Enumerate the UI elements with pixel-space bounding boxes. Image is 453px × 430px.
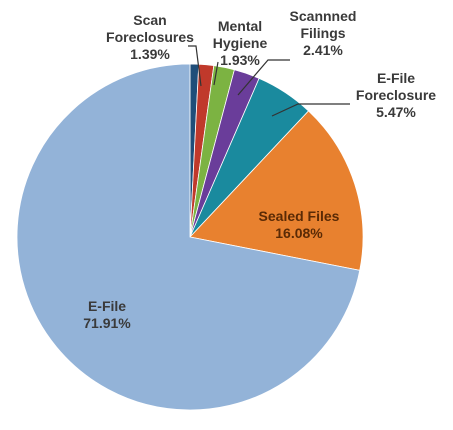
slice-label: Mental Hygiene 1.93%	[200, 18, 280, 69]
value-label: 1.39%	[130, 46, 170, 62]
slice-label: Scannned Filings 2.41%	[280, 8, 366, 59]
slice-label: Sealed Files 16.08%	[244, 208, 354, 242]
category-label: Scan Foreclosures	[106, 12, 194, 45]
value-label: 2.41%	[303, 42, 343, 58]
category-label: Scannned Filings	[289, 8, 357, 41]
leader-line	[271, 103, 350, 117]
value-label: 5.47%	[376, 104, 416, 120]
leader-line	[188, 45, 202, 87]
leader-line	[213, 61, 219, 86]
leader-lines	[188, 45, 350, 117]
value-label: 1.93%	[220, 52, 260, 68]
pie-slice	[16, 63, 361, 411]
slice-label: E-File Foreclosure 5.47%	[350, 70, 442, 121]
value-label: 16.08%	[275, 225, 323, 241]
slice-label: E-File 71.91%	[62, 298, 152, 332]
category-label: E-File Foreclosure	[355, 70, 437, 103]
slices	[16, 63, 364, 411]
slice-label: Scan Foreclosures 1.39%	[102, 12, 198, 63]
category-label: E-File	[87, 298, 127, 314]
value-label: 71.91%	[83, 315, 131, 331]
category-label: Mental Hygiene	[212, 18, 268, 51]
pie-slice	[189, 110, 364, 271]
category-label: Sealed Files	[258, 208, 340, 224]
leader-line	[237, 59, 290, 96]
